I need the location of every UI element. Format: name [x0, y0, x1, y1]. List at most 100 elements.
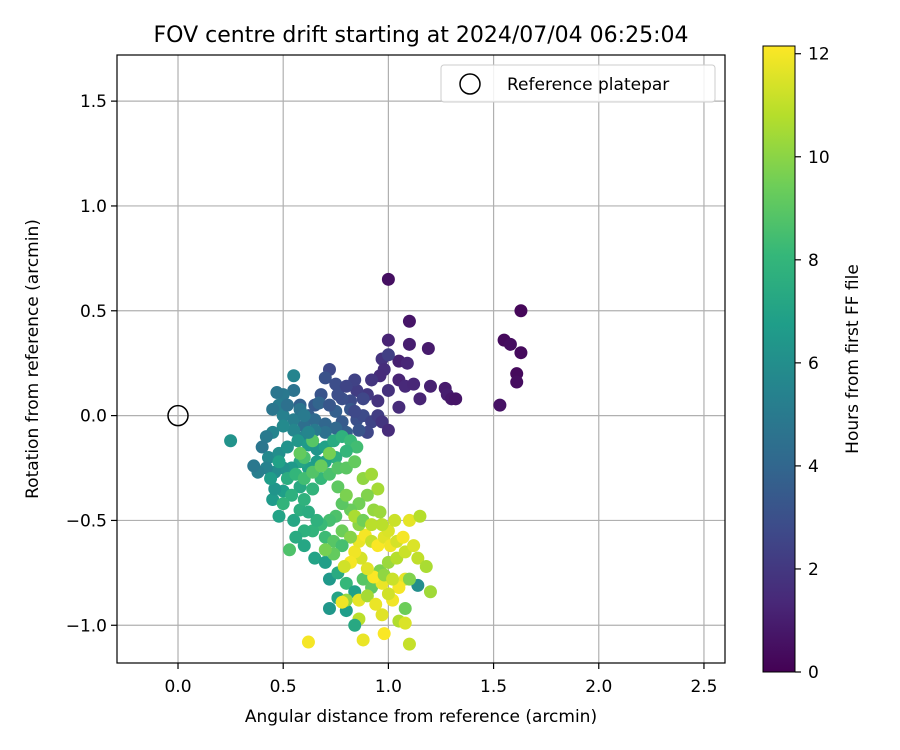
- plot-frame: [116, 54, 726, 664]
- legend: Reference platepar: [440, 64, 716, 103]
- data-point: [312, 396, 326, 410]
- data-point: [285, 488, 299, 502]
- data-point: [301, 425, 315, 439]
- data-point: [268, 482, 282, 496]
- data-point: [493, 398, 507, 412]
- data-point: [301, 505, 315, 519]
- y-axis-ticks: −1.0 −0.5 0.0 0.5 1.0 1.5: [66, 92, 117, 636]
- y-tick-label: 1.0: [80, 197, 107, 217]
- data-point: [369, 597, 383, 611]
- data-point: [272, 455, 286, 469]
- colorbar-tick-label: 8: [808, 251, 819, 271]
- chart-title: FOV centre drift starting at 2024/07/04 …: [154, 23, 689, 48]
- colorbar-tick-label: 10: [808, 148, 830, 168]
- data-point: [337, 560, 351, 574]
- x-tick-label: 1.5: [480, 677, 507, 697]
- data-point: [344, 530, 358, 544]
- data-point: [339, 576, 353, 590]
- data-point: [293, 446, 307, 460]
- data-point: [356, 392, 370, 406]
- data-point: [407, 539, 421, 553]
- y-tick-label: 1.5: [80, 92, 107, 112]
- data-point: [287, 423, 301, 437]
- colorbar: 0 2 4 6 8 10 12 Hours from first FF file: [762, 45, 863, 683]
- data-point: [283, 543, 297, 557]
- data-point: [331, 388, 345, 402]
- data-point: [371, 394, 385, 408]
- data-point: [388, 513, 402, 527]
- data-point: [318, 543, 332, 557]
- data-point: [331, 480, 345, 494]
- legend-entry-label: Reference platepar: [507, 75, 669, 95]
- data-point: [297, 409, 311, 423]
- y-axis-label: Rotation from reference (arcmin): [23, 219, 43, 499]
- y-tick-label: −1.0: [66, 616, 107, 636]
- data-point: [413, 392, 427, 406]
- data-point: [402, 314, 416, 328]
- x-tick-label: 0.0: [164, 677, 191, 697]
- reference-marker-layer: [167, 404, 189, 427]
- data-point: [255, 440, 269, 454]
- data-point: [398, 601, 412, 615]
- data-points: [224, 272, 528, 651]
- data-point: [224, 434, 238, 448]
- data-point: [266, 402, 280, 416]
- x-axis-label: Angular distance from reference (arcmin): [245, 707, 597, 727]
- data-point: [377, 627, 391, 641]
- data-point: [348, 455, 362, 469]
- data-point: [297, 492, 311, 506]
- data-point: [259, 430, 273, 444]
- data-point: [360, 589, 374, 603]
- data-point: [264, 472, 278, 486]
- data-point: [291, 434, 305, 448]
- colorbar-label: Hours from first FF file: [843, 264, 863, 454]
- x-tick-label: 0.5: [270, 677, 297, 697]
- x-tick-label: 2.0: [585, 677, 612, 697]
- colorbar-tick-label: 2: [808, 560, 819, 580]
- data-point: [375, 608, 389, 622]
- data-point: [322, 398, 336, 412]
- data-point: [287, 513, 301, 527]
- data-point: [413, 509, 427, 523]
- colorbar-tick-label: 0: [808, 663, 819, 683]
- data-point: [348, 404, 362, 418]
- data-point: [310, 513, 324, 527]
- data-point: [381, 333, 395, 347]
- data-point: [419, 560, 433, 574]
- data-point: [289, 530, 303, 544]
- data-point: [503, 337, 517, 351]
- data-point: [318, 555, 332, 569]
- data-point: [297, 539, 311, 553]
- data-point: [365, 467, 379, 481]
- data-point: [352, 423, 366, 437]
- colorbar-tick-label: 12: [808, 45, 830, 65]
- data-point: [322, 446, 336, 460]
- data-point: [335, 539, 349, 553]
- data-point: [276, 419, 290, 433]
- data-point: [423, 379, 437, 393]
- data-point: [247, 459, 261, 473]
- data-point: [392, 400, 406, 414]
- data-point: [423, 585, 437, 599]
- data-point: [365, 373, 379, 387]
- data-point: [365, 518, 379, 532]
- data-point: [287, 413, 301, 427]
- colorbar-tick-label: 4: [808, 457, 819, 477]
- data-point: [396, 530, 410, 544]
- data-point: [360, 562, 374, 576]
- data-point: [356, 633, 370, 647]
- data-point: [339, 488, 353, 502]
- x-axis-ticks: 0.0 0.5 1.0 1.5 2.0 2.5: [164, 663, 717, 697]
- data-point: [449, 392, 463, 406]
- y-tick-label: 0.5: [80, 302, 107, 322]
- data-point: [407, 377, 421, 391]
- data-point: [402, 637, 416, 651]
- data-point: [348, 618, 362, 632]
- data-point: [402, 513, 416, 527]
- data-point: [272, 509, 286, 523]
- y-tick-label: −0.5: [66, 511, 107, 531]
- legend-box: [440, 64, 716, 103]
- data-point: [398, 616, 412, 630]
- data-point: [350, 440, 364, 454]
